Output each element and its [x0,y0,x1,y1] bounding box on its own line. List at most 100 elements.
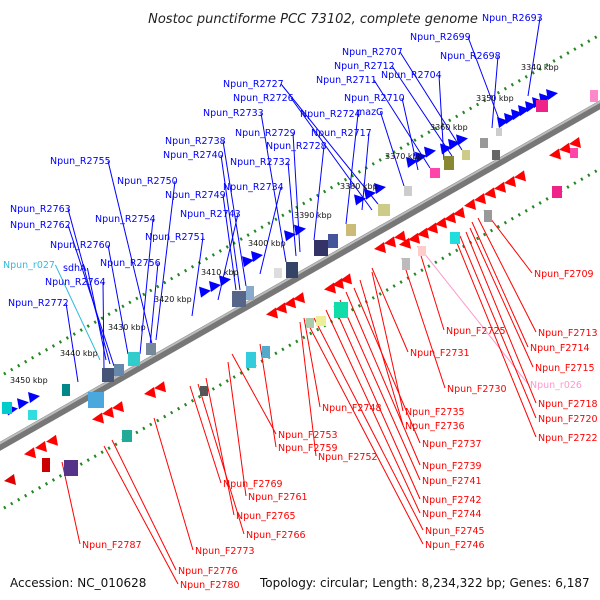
reverse-gene-label[interactable]: Npun_F2745 [425,526,485,537]
gene-box[interactable] [62,384,70,396]
forward-gene-label[interactable]: Npun_R2704 [381,70,442,81]
reverse-gene-arrow[interactable] [484,187,496,199]
reverse-gene-arrow[interactable] [46,434,58,446]
forward-gene-label[interactable]: Npun_R2734 [223,182,284,193]
reverse-gene-label[interactable]: Npun_F2776 [178,566,238,577]
reverse-gene-arrow[interactable] [474,193,486,205]
gene-box[interactable] [402,258,410,270]
reverse-gene-label[interactable]: Npun_F2761 [248,492,308,503]
forward-gene-label[interactable]: Npun_r027 [3,260,55,271]
reverse-gene-arrow[interactable] [24,447,36,459]
gene-box[interactable] [262,346,270,358]
forward-gene-label[interactable]: Npun_R2693 [482,13,543,24]
forward-gene-label[interactable]: Npun_R2750 [117,176,178,187]
forward-gene-label[interactable]: Npun_R2728 [266,141,327,152]
forward-gene-label[interactable]: Npun_R2772 [8,298,69,309]
forward-gene-arrow[interactable] [364,188,376,200]
forward-gene-label[interactable]: Npun_R2727 [223,79,284,90]
gene-box[interactable] [462,150,470,160]
reverse-gene-label[interactable]: Npun_F2725 [446,326,506,337]
reverse-gene-label[interactable]: Npun_F2720 [538,414,598,425]
forward-gene-label[interactable]: mazG [356,107,383,118]
reverse-gene-arrow[interactable] [559,142,571,154]
forward-gene-arrow[interactable] [354,194,366,206]
forward-gene-arrow[interactable] [199,286,211,298]
reverse-gene-arrow[interactable] [444,212,456,224]
gene-box[interactable] [200,386,208,396]
reverse-gene-label[interactable]: Npun_F2742 [422,495,482,506]
gene-box[interactable] [590,90,598,102]
gene-box[interactable] [114,364,124,376]
reverse-gene-label[interactable]: Npun_F2715 [535,363,595,374]
reverse-gene-label[interactable]: Npun_F2714 [530,343,590,354]
reverse-gene-arrow[interactable] [453,207,465,219]
reverse-gene-label[interactable]: Npun_F2746 [425,540,485,551]
reverse-gene-arrow[interactable] [144,386,156,398]
forward-gene-arrow[interactable] [546,89,558,101]
gene-box[interactable] [378,204,390,216]
forward-gene-label[interactable]: Npun_R2764 [45,277,106,288]
reverse-gene-label[interactable]: Npun_F2773 [195,546,255,557]
reverse-gene-label[interactable]: Npun_F2730 [447,384,507,395]
reverse-gene-label[interactable]: Npun_F2736 [405,421,465,432]
gene-box[interactable] [314,240,328,256]
reverse-gene-label[interactable]: Npun_F2739 [422,461,482,472]
reverse-gene-label[interactable]: Npun_F2780 [180,580,240,591]
forward-gene-arrow[interactable] [448,138,460,150]
reverse-gene-arrow[interactable] [464,198,476,210]
reverse-gene-label[interactable]: Npun_F2748 [322,403,382,414]
reverse-gene-arrow[interactable] [4,474,16,485]
forward-gene-arrow[interactable] [525,101,537,113]
reverse-gene-label[interactable]: Npun_F2722 [538,433,598,444]
gene-box[interactable] [122,430,132,442]
forward-gene-arrow[interactable] [406,156,418,168]
reverse-gene-arrow[interactable] [394,230,406,242]
reverse-gene-arrow[interactable] [154,381,166,393]
reverse-gene-label[interactable]: Npun_F2709 [534,269,594,280]
forward-gene-arrow[interactable] [284,230,296,242]
gene-box[interactable] [286,262,298,278]
forward-gene-label[interactable]: Npun_R2749 [165,190,226,201]
forward-gene-label[interactable]: sdhA [63,263,87,274]
reverse-gene-arrow[interactable] [266,307,278,319]
forward-gene-label[interactable]: Npun_R2699 [410,32,471,43]
forward-gene-label[interactable]: Npun_R2710 [344,93,405,104]
reverse-gene-arrow[interactable] [102,406,114,418]
forward-gene-arrow[interactable] [374,183,386,195]
reverse-gene-label[interactable]: Npun_F2744 [422,509,482,520]
forward-gene-arrow[interactable] [415,151,427,163]
forward-gene-label[interactable]: Npun_R2724 [300,109,361,120]
gene-box[interactable] [450,232,460,244]
forward-gene-label[interactable]: Npun_R2729 [235,128,296,139]
forward-gene-label[interactable]: Npun_R2738 [165,136,226,147]
gene-box[interactable] [64,460,78,476]
reverse-gene-label[interactable]: Npun_F2713 [538,328,598,339]
forward-gene-arrow[interactable] [497,117,509,129]
forward-gene-arrow[interactable] [209,280,221,292]
forward-gene-label[interactable]: Npun_R2698 [440,51,501,62]
gene-box[interactable] [418,246,426,256]
gene-box[interactable] [146,343,156,355]
forward-gene-arrow[interactable] [28,391,40,403]
forward-gene-label[interactable]: Npun_R2755 [50,156,111,167]
forward-gene-label[interactable]: Npun_R2751 [145,232,206,243]
reverse-gene-arrow[interactable] [549,148,561,160]
gene-box[interactable] [328,234,338,248]
reverse-gene-arrow[interactable] [426,222,438,234]
forward-gene-label[interactable]: Npun_R2717 [311,128,372,139]
reverse-gene-arrow[interactable] [417,227,429,239]
forward-gene-label[interactable]: Npun_R2740 [163,150,224,161]
forward-gene-label[interactable]: Npun_R2743 [180,209,241,220]
gene-box[interactable] [536,100,548,112]
forward-gene-label[interactable]: Npun_R2756 [100,258,161,269]
gene-box[interactable] [444,156,454,170]
gene-box[interactable] [404,186,412,196]
forward-gene-label[interactable]: Npun_R2754 [95,214,156,225]
forward-gene-label[interactable]: Npun_R2763 [10,204,71,215]
forward-gene-arrow[interactable] [440,143,452,155]
gene-box[interactable] [552,186,562,198]
gene-box[interactable] [246,286,254,300]
reverse-gene-label[interactable]: Npun_F2752 [318,452,378,463]
forward-gene-label[interactable]: Npun_R2712 [334,61,395,72]
forward-gene-arrow[interactable] [504,113,516,125]
